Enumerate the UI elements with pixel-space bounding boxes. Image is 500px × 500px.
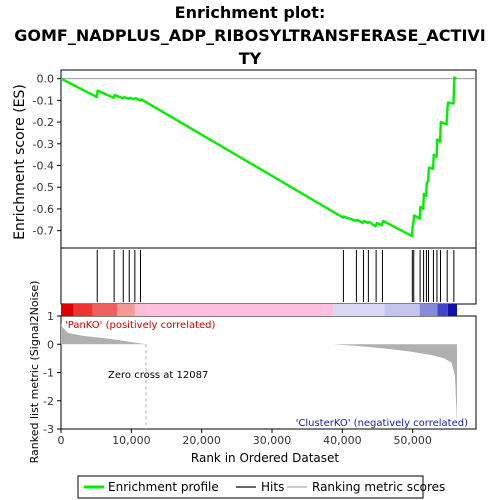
es-panel-frame <box>60 69 477 249</box>
ranking-y-tick-label: 1 <box>47 310 54 323</box>
negative-correlation-label: 'ClusterKO' (negatively correlated) <box>296 418 468 429</box>
x-tick-label: 30,000 <box>253 434 292 447</box>
enrichment-profile-line <box>60 76 457 238</box>
legend: Enrichment profile Hits Ranking metric s… <box>77 475 445 499</box>
es-y-tick-label: -0.6 <box>33 203 54 216</box>
x-axis-label: Rank in Ordered Dataset <box>191 451 339 465</box>
es-y-tick-label: -0.5 <box>33 181 54 194</box>
ranked-list-color-segment <box>117 304 135 316</box>
ranked-list-color-segment <box>419 304 438 316</box>
es-y-tick-label: 0.0 <box>37 73 55 86</box>
x-tick-label: 40,000 <box>323 434 362 447</box>
ranked-list-color-segment <box>134 304 147 316</box>
chart-title-line-3: TY <box>239 49 262 68</box>
x-tick-label: 10,000 <box>112 434 151 447</box>
ranked-list-color-segment <box>146 304 334 316</box>
x-tick-label: 20,000 <box>182 434 221 447</box>
es-y-tick-label: -0.7 <box>33 225 54 238</box>
chart-title-line-1: Enrichment plot: <box>175 3 326 22</box>
es-y-tick-label: -0.1 <box>33 94 54 107</box>
ranking-y-tick-label: -2 <box>43 395 54 408</box>
es-y-axis-label: Enrichment score (ES) <box>12 84 28 240</box>
legend-ranking-label: Ranking metric scores <box>312 480 445 494</box>
ranking-y-tick-label: 0 <box>47 338 54 351</box>
ranking-y-tick-label: -1 <box>43 367 54 380</box>
legend-hits-label: Hits <box>261 480 284 494</box>
ranked-list-color-segment <box>384 304 420 316</box>
ranking-y-axis-label: Ranked list metric (Signal2Noise) <box>28 281 41 464</box>
hits-panel-frame <box>60 247 477 305</box>
chart-title-line-2: GOMF_NADPLUS_ADP_RIBOSYLTRANSFERASE_ACTI… <box>14 26 486 45</box>
x-tick-label: 50,000 <box>393 434 432 447</box>
ranking-y-tick-label: -3 <box>43 423 54 436</box>
positive-correlation-label: 'PanKO' (positively correlated) <box>65 320 216 331</box>
ranked-list-color-segment <box>61 304 74 316</box>
x-tick-label: 0 <box>58 434 65 447</box>
ranked-list-color-segment <box>92 304 118 316</box>
ranked-list-color-segment <box>73 304 93 316</box>
legend-enrichment-label: Enrichment profile <box>108 480 219 494</box>
es-y-tick-label: -0.3 <box>33 138 54 151</box>
zero-cross-label: Zero cross at 12087 <box>108 370 208 381</box>
es-y-tick-label: -0.4 <box>33 160 54 173</box>
ranked-list-color-segment <box>333 304 385 316</box>
es-y-tick-label: -0.2 <box>33 116 54 129</box>
ranked-list-color-segment <box>447 304 458 316</box>
ranked-list-color-segment <box>437 304 448 316</box>
